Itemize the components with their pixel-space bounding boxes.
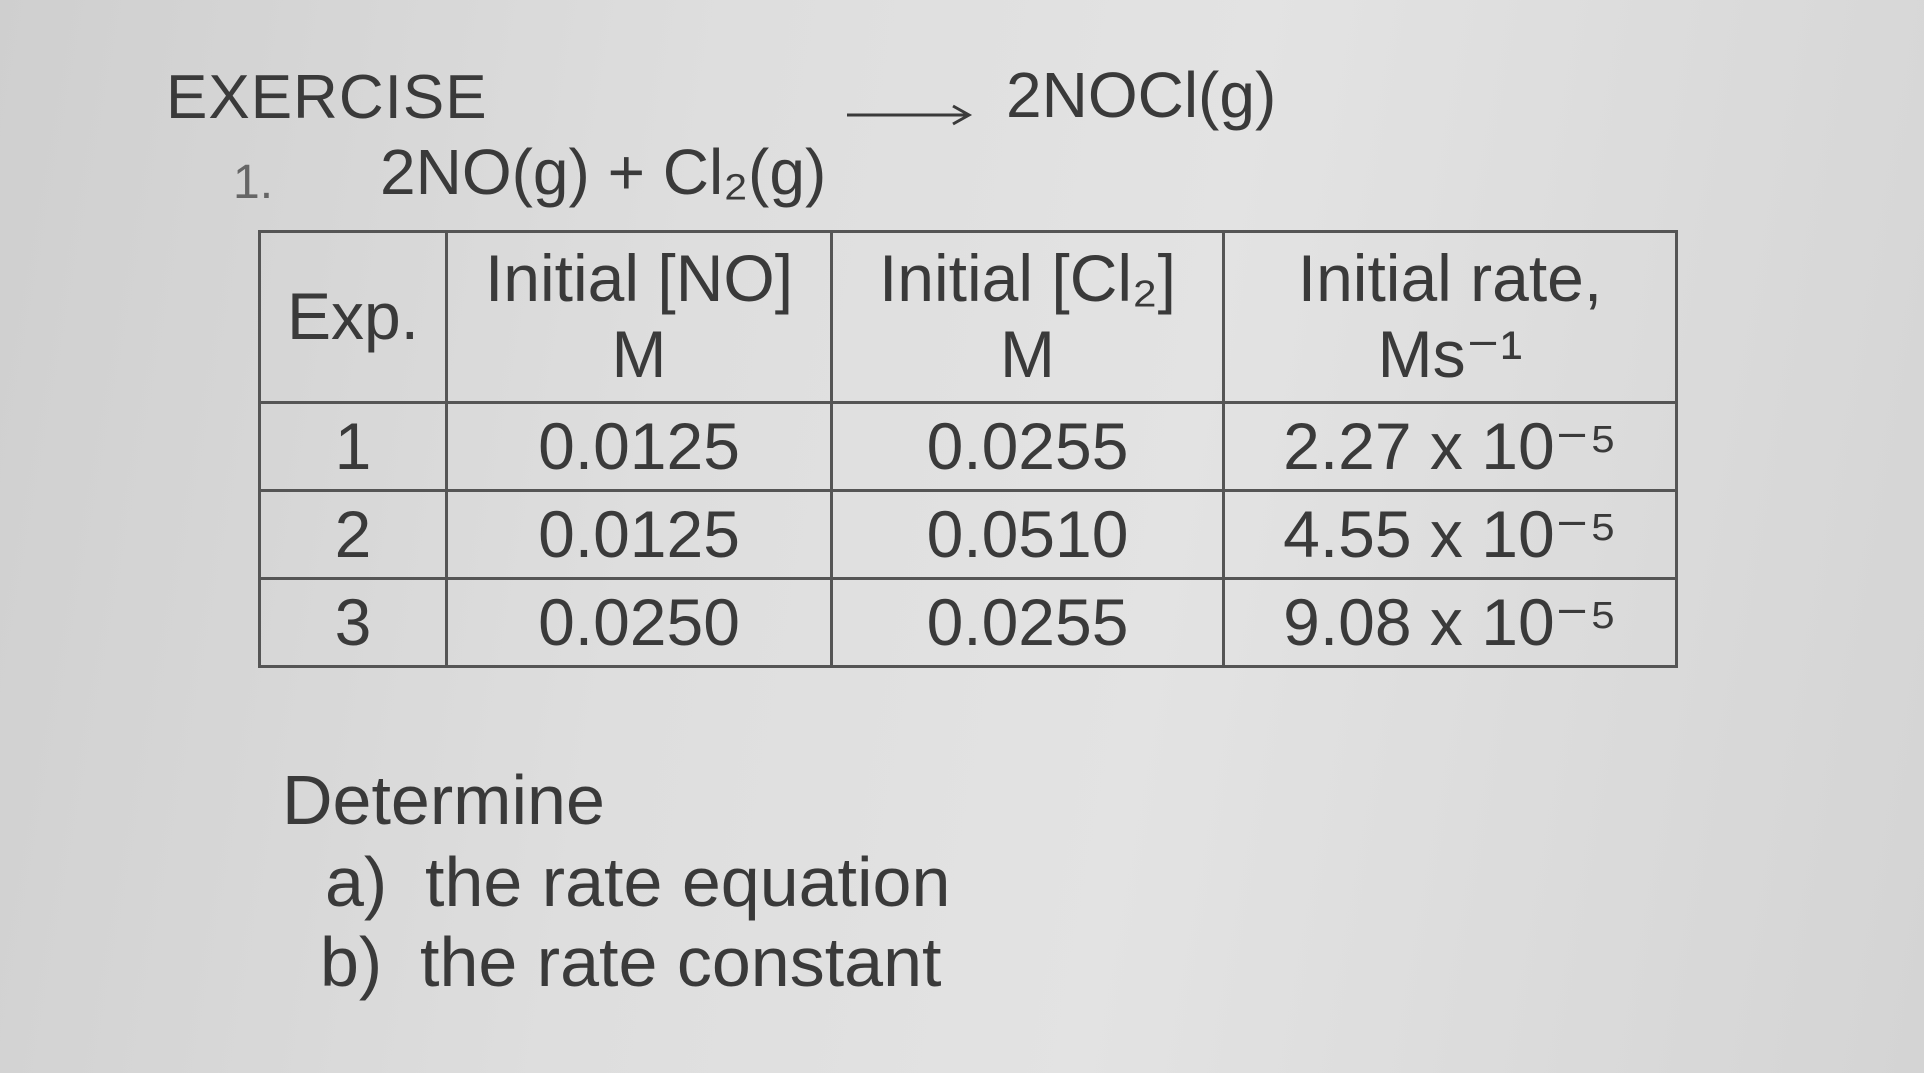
cell: 0.0250 [445, 577, 833, 668]
header-line: M [611, 317, 667, 391]
cell: 2.27 x 10⁻⁵ [1222, 401, 1678, 492]
question-a: a) the rate equation [325, 842, 950, 922]
header-line: Initial [Cl₂] [878, 241, 1177, 316]
question-b: b) the rate constant [320, 922, 941, 1002]
prompt: Determine [282, 761, 605, 839]
cell: 0.0125 [445, 401, 833, 492]
cell: 0.0255 [830, 401, 1225, 492]
header-line: Exp. [286, 279, 420, 354]
header-line: Initial [NO] [484, 241, 794, 316]
question-number: 1. [233, 156, 274, 209]
cell: 0.0125 [445, 489, 833, 580]
header-row: Exp. Initial [NO] M Initial [Cl₂] M Initial r… [258, 230, 1678, 404]
cell: 3 [258, 577, 448, 668]
question-text: the rate constant [420, 923, 942, 1001]
cell: 0.0255 [830, 577, 1225, 668]
data-row: 2 0.0125 0.0510 4.55 x 10⁻⁵ [258, 489, 1678, 580]
cell: 4.55 x 10⁻⁵ [1222, 489, 1678, 580]
product: 2NOCl(g) [1006, 59, 1277, 131]
data-row: 1 0.0125 0.0255 2.27 x 10⁻⁵ [258, 401, 1678, 492]
cell: 0.0510 [830, 489, 1225, 580]
cell: 1 [258, 401, 448, 492]
header-line: Initial rate, [1297, 241, 1603, 316]
header-cell: Initial rate, Ms⁻¹ [1222, 230, 1678, 404]
reaction-arrow [847, 104, 973, 126]
cell: 9.08 x 10⁻⁵ [1222, 577, 1678, 668]
arrow-head [952, 104, 973, 126]
marker: a) [325, 843, 388, 921]
header-line: Ms⁻¹ [1377, 317, 1523, 391]
table-body: Exp. Initial [NO] M Initial [Cl₂] M Initial r… [258, 230, 1678, 668]
header-cell: Initial [NO] M [445, 230, 833, 404]
cell: 2 [258, 489, 448, 580]
header-line: M [1000, 317, 1055, 391]
reactants: 2NO(g) + Cl₂(g) [380, 136, 827, 208]
marker: b) [320, 923, 383, 1001]
data-row: 3 0.0250 0.0255 9.08 x 10⁻⁵ [258, 577, 1678, 668]
question-text: the rate equation [425, 843, 951, 921]
data-table: Exp. Initial [NO] M Initial [Cl₂] M Initial r… [258, 230, 1678, 668]
header-cell: Initial [Cl₂] M [830, 230, 1225, 404]
heading: EXERCISE [166, 63, 488, 132]
header-cell: Exp. [258, 230, 448, 404]
